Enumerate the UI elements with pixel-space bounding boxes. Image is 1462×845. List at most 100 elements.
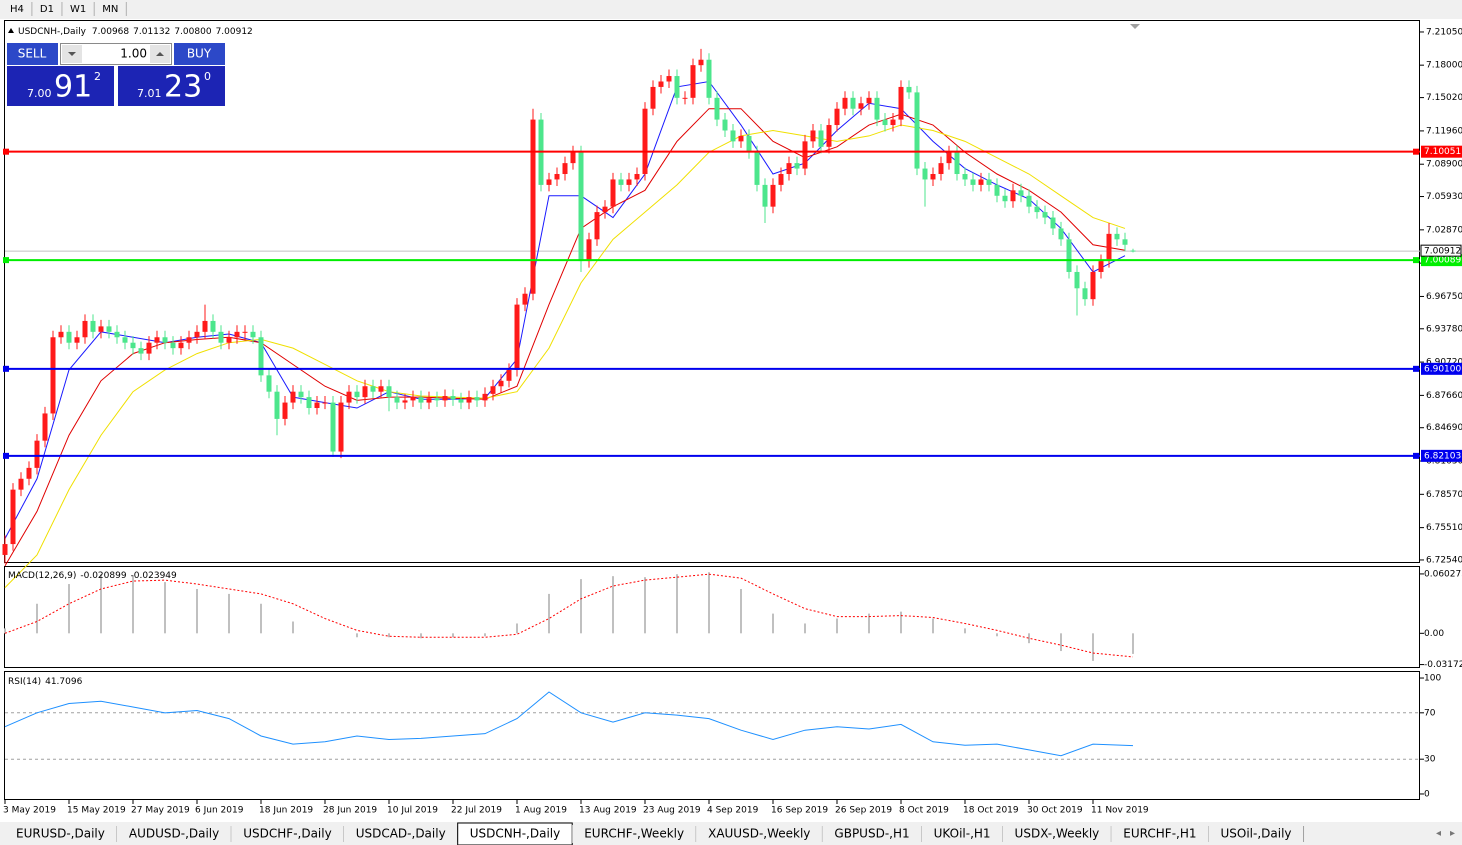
tab-label[interactable]: USDX-,Weekly	[1015, 827, 1100, 841]
tab[interactable]	[1111, 825, 1209, 843]
candle-body	[690, 65, 696, 98]
tab-label[interactable]: UKOil-,H1	[934, 827, 991, 841]
level-label-bg	[1421, 145, 1462, 158]
lots-input[interactable]	[60, 43, 172, 65]
tab[interactable]	[231, 825, 344, 843]
tab[interactable]	[1002, 825, 1112, 843]
candle-body	[402, 400, 408, 403]
candle-body	[386, 386, 392, 398]
moving-average	[4, 80, 1126, 539]
sell-price-pre: 7.00	[27, 87, 52, 100]
tab[interactable]	[116, 825, 232, 843]
x-tick-label: 18 Jun 2019	[259, 806, 313, 816]
lots-value[interactable]: 1.00	[120, 47, 147, 61]
macd-header: MACD(12,26,9) -0.020899 -0.023949	[8, 571, 177, 581]
tab[interactable]	[921, 825, 1003, 843]
high-value: 7.01132	[133, 27, 170, 37]
tab-label[interactable]: EURCHF-,Weekly	[584, 827, 684, 841]
tab-label[interactable]: USOil-,Daily	[1221, 827, 1292, 841]
candle-body	[962, 174, 968, 180]
tab[interactable]	[696, 825, 823, 843]
level-label: 7.00089	[1424, 256, 1461, 266]
level-label-bg	[1421, 362, 1462, 375]
tab-label[interactable]: EURUSD-,Daily	[16, 827, 105, 841]
macd-panel	[4, 566, 1420, 668]
candle-body	[1042, 212, 1048, 218]
candle-body	[226, 337, 232, 343]
buy-price-box[interactable]	[118, 66, 225, 106]
candle-body	[490, 386, 496, 394]
buy-price-sup: 0	[204, 70, 211, 83]
candle-body	[154, 337, 160, 343]
candle-body	[530, 119, 536, 294]
candle-body	[1114, 233, 1120, 240]
candle-body	[2, 544, 8, 555]
candle-body	[666, 76, 672, 82]
sell-price-box[interactable]	[7, 66, 114, 106]
tab[interactable]	[343, 825, 458, 843]
candle-body	[1050, 217, 1056, 229]
candle-body	[994, 184, 1000, 196]
candle-body	[370, 386, 376, 392]
sell-button[interactable]	[7, 43, 58, 65]
rsi-tick-label: 0	[1424, 789, 1430, 799]
tab-label[interactable]: USDCHF-,Daily	[243, 827, 331, 841]
tab-scroll-right[interactable]: ▸	[1450, 828, 1455, 839]
tab[interactable]	[1208, 825, 1304, 843]
tab-label[interactable]: XAUUSD-,Weekly	[708, 827, 810, 841]
tab-scroll-left[interactable]: ◂	[1436, 828, 1441, 839]
shift-marker	[1130, 24, 1140, 29]
candle-body	[482, 393, 488, 401]
candle-body	[410, 397, 416, 401]
tab[interactable]	[822, 825, 922, 843]
candle-body	[466, 397, 472, 403]
candle-body	[1098, 261, 1104, 272]
tab-label[interactable]: AUDUSD-,Daily	[129, 827, 219, 841]
tab[interactable]	[4, 825, 117, 843]
level-handle	[3, 148, 9, 155]
period-button[interactable]: W1	[70, 4, 86, 15]
candle-body	[938, 163, 944, 175]
buy-label[interactable]: BUY	[187, 47, 212, 61]
period-button[interactable]: MN	[102, 4, 118, 15]
period-button[interactable]: D1	[40, 4, 54, 15]
candle-body	[914, 92, 920, 169]
toolbar	[0, 0, 1462, 19]
candle-body	[978, 179, 984, 185]
tab-label[interactable]: USDCNH-,Daily	[470, 827, 561, 841]
rsi-header: RSI(14) 41.7096	[8, 677, 83, 687]
candle-body	[10, 489, 16, 545]
candle-body	[394, 397, 400, 403]
low-value: 7.00800	[174, 27, 211, 37]
y-tick-label: 6.84690	[1426, 423, 1462, 433]
candle-body	[58, 331, 64, 338]
level-label: 6.82103	[1424, 451, 1461, 461]
y-tick-label: 6.87660	[1426, 391, 1462, 401]
candle-body	[50, 337, 56, 414]
candle-body	[434, 398, 440, 401]
candle-body	[802, 141, 808, 169]
sell-price-big: 91	[54, 70, 92, 105]
tab[interactable]	[572, 825, 697, 843]
candle-body	[274, 391, 280, 419]
candle-body	[114, 331, 120, 338]
buy-button[interactable]	[174, 43, 225, 65]
candle-body	[762, 184, 768, 207]
y-tick-label: 7.21050	[1426, 27, 1462, 37]
y-tick-label: 6.96750	[1426, 292, 1462, 302]
sell-label[interactable]: SELL	[18, 47, 47, 61]
level-handle	[1413, 365, 1419, 372]
x-tick-label: 22 Jul 2019	[451, 806, 502, 816]
candle-body	[578, 152, 584, 262]
macd-signal	[4, 573, 1134, 658]
trade-panel: SELL 1.00 BUY 7.00 91 2 7.01 23 0	[7, 43, 225, 106]
macd-tick-label: 0.00	[1424, 629, 1444, 639]
period-button[interactable]: H4	[10, 4, 24, 15]
tab-label[interactable]: USDCAD-,Daily	[356, 827, 446, 841]
tab-label[interactable]: EURCHF-,H1	[1123, 827, 1196, 841]
y-tick-label: 6.90720	[1426, 358, 1462, 368]
candle-body	[250, 331, 256, 338]
candle-body	[146, 342, 152, 354]
tab-label[interactable]: GBPUSD-,H1	[834, 827, 909, 841]
